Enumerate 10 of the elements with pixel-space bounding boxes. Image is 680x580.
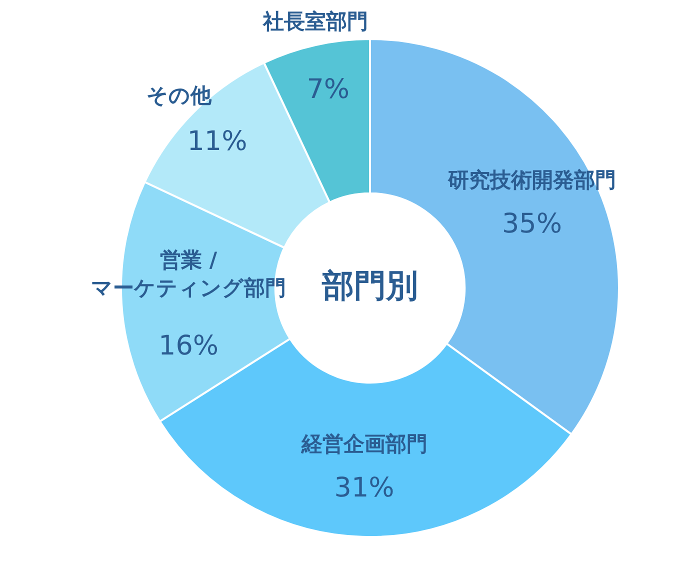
- slice-label: その他: [146, 84, 213, 108]
- slice-label: 経営企画部門: [300, 432, 428, 456]
- data-label: 11%: [187, 126, 248, 158]
- data-label: 31%: [334, 472, 394, 504]
- data-label: 16%: [158, 330, 219, 362]
- slice-label: 研究技術開発部門: [446, 168, 616, 192]
- data-label: 35%: [502, 208, 562, 240]
- data-label: 7%: [306, 74, 350, 105]
- text: 部門別: [321, 266, 418, 304]
- slice-label: 社長室部門: [262, 9, 368, 34]
